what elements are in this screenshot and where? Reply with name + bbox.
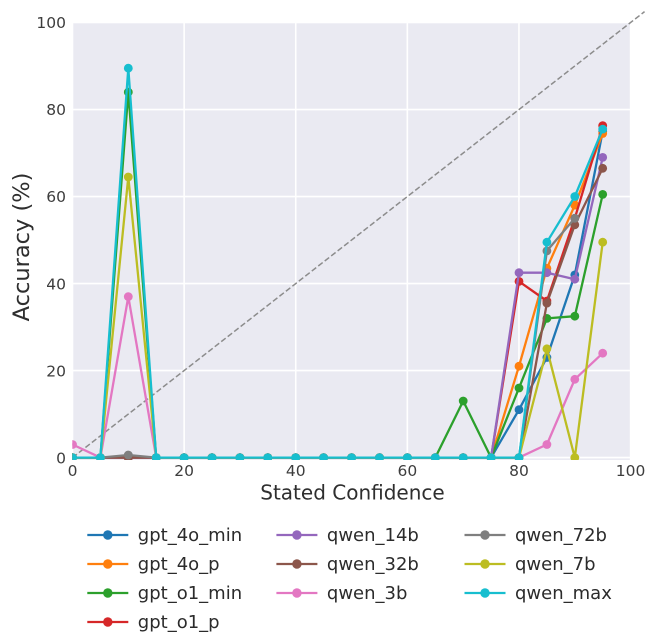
marker-qwen_3b [598, 348, 608, 358]
marker-qwen_max [347, 453, 356, 460]
marker-qwen_7b [123, 172, 133, 182]
marker-qwen_7b [542, 344, 552, 354]
marker-qwen_7b [598, 237, 608, 247]
legend-item-gpt_4o_p: gpt_4o_p [87, 554, 220, 575]
marker-qwen_3b [72, 440, 77, 449]
legend-item-qwen_7b: qwen_7b [464, 554, 596, 575]
y-equals-x-reference-line [72, 11, 646, 459]
marker-gpt_o1_min [598, 190, 608, 199]
marker-qwen_max [72, 453, 77, 460]
marker-qwen_max [403, 453, 412, 460]
x-tick-label-20: 20 [174, 462, 194, 480]
legend-marker-qwen_max [480, 588, 490, 598]
marker-qwen_3b [542, 440, 552, 449]
x-axis-title: Stated Confidence [260, 481, 444, 505]
legend-marker-qwen_32b [292, 559, 302, 569]
legend-item-qwen_72b: qwen_72b [464, 525, 607, 546]
marker-qwen_72b [570, 213, 580, 223]
y-tick-label-60: 60 [46, 188, 66, 206]
marker-qwen_max [263, 453, 273, 460]
y-axis-title: Accuracy (%) [9, 173, 35, 322]
y-tick-label-20: 20 [46, 362, 66, 380]
marker-gpt_4o_p [514, 361, 524, 371]
marker-gpt_4o_min [514, 405, 524, 415]
series-qwen_max [72, 63, 608, 460]
legend-label-qwen_max: qwen_max [515, 583, 612, 604]
legend-label-gpt_4o_p: gpt_4o_p [138, 554, 220, 575]
marker-qwen_32b [598, 163, 608, 173]
marker-gpt_o1_min [458, 396, 468, 406]
legend-label-gpt_4o_min: gpt_4o_min [138, 525, 242, 546]
marker-qwen_max [430, 453, 440, 460]
legend-label-qwen_14b: qwen_14b [327, 525, 419, 546]
marker-qwen_14b [570, 274, 580, 284]
legend-item-qwen_14b: qwen_14b [276, 525, 419, 546]
marker-gpt_o1_min [570, 311, 580, 321]
marker-qwen_max [96, 453, 105, 460]
legend-marker-gpt_4o_min [103, 530, 113, 540]
marker-qwen_max [375, 453, 384, 460]
legend-label-qwen_3b: qwen_3b [327, 583, 408, 604]
data-series-group [72, 63, 608, 460]
legend-marker-qwen_7b [480, 559, 490, 569]
y-tick-label-0: 0 [56, 449, 66, 467]
marker-qwen_max [235, 453, 245, 460]
marker-qwen_14b [514, 268, 524, 278]
marker-qwen_max [319, 453, 328, 460]
x-tick-label-0: 0 [68, 462, 78, 480]
marker-qwen_max [179, 453, 189, 460]
legend-item-gpt_4o_min: gpt_4o_min [87, 525, 242, 546]
legend-item-qwen_32b: qwen_32b [276, 554, 419, 575]
x-axis-tick-labels: 0 20 40 60 80 100 [68, 462, 646, 480]
marker-qwen_max [486, 453, 496, 460]
y-tick-label-100: 100 [36, 14, 66, 32]
x-tick-label-40: 40 [286, 462, 306, 480]
marker-qwen_max [542, 237, 552, 247]
marker-qwen_max [207, 453, 217, 460]
y-axis-tick-labels: 0 20 40 60 80 100 [36, 14, 66, 467]
legend-marker-gpt_o1_p [103, 617, 113, 627]
x-tick-label-80: 80 [509, 462, 529, 480]
marker-qwen_max [291, 453, 301, 460]
legend-marker-gpt_4o_p [103, 559, 113, 569]
marker-gpt_o1_min [514, 383, 524, 393]
marker-qwen_max [598, 124, 608, 134]
legend-label-qwen_7b: qwen_7b [515, 554, 596, 575]
legend-item-gpt_o1_min: gpt_o1_min [87, 583, 242, 604]
marker-qwen_14b [598, 153, 608, 162]
marker-qwen_7b [570, 453, 580, 460]
legend: gpt_4o_min gpt_4o_p gpt_o1_min gpt_o1_p qwen… [87, 525, 612, 633]
series-line-qwen_max [72, 67, 604, 459]
x-tick-label-100: 100 [616, 462, 646, 480]
marker-qwen_max [458, 453, 468, 460]
legend-marker-qwen_3b [292, 588, 302, 598]
marker-qwen_3b [570, 374, 580, 384]
legend-label-qwen_32b: qwen_32b [327, 554, 419, 575]
legend-item-qwen_3b: qwen_3b [276, 583, 407, 604]
marker-qwen_max [514, 453, 524, 460]
legend-marker-qwen_72b [480, 530, 490, 540]
legend-marker-qwen_14b [292, 530, 302, 540]
marker-qwen_max [570, 192, 580, 201]
y-tick-label-40: 40 [46, 275, 66, 293]
legend-label-gpt_o1_min: gpt_o1_min [138, 583, 242, 604]
marker-qwen_32b [542, 298, 552, 308]
legend-item-gpt_o1_p: gpt_o1_p [87, 612, 220, 633]
x-tick-label-60: 60 [397, 462, 417, 480]
legend-item-qwen_max: qwen_max [464, 583, 612, 604]
legend-label-gpt_o1_p: gpt_o1_p [138, 612, 220, 633]
y-tick-label-80: 80 [46, 101, 66, 119]
gridlines [71, 21, 632, 460]
marker-qwen_3b [123, 292, 133, 301]
legend-marker-gpt_o1_min [103, 588, 113, 598]
marker-qwen_72b [123, 450, 133, 460]
legend-label-qwen_72b: qwen_72b [515, 525, 607, 546]
marker-qwen_max [151, 453, 161, 460]
marker-qwen_max [123, 63, 133, 73]
